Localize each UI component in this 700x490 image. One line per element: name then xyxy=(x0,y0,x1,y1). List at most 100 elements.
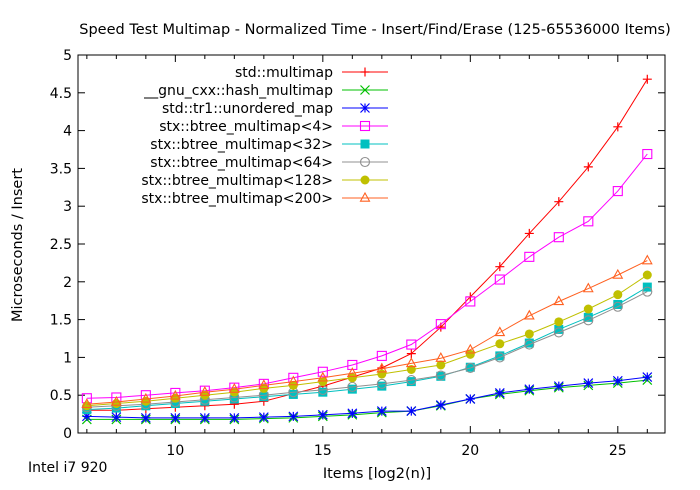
data-point xyxy=(199,412,210,423)
data-point xyxy=(347,384,357,394)
data-point xyxy=(81,411,92,422)
legend-marker xyxy=(360,175,370,185)
data-point xyxy=(347,359,358,371)
legend-marker xyxy=(360,85,370,95)
data-point xyxy=(524,329,534,339)
data-point xyxy=(170,412,181,423)
y-tick-label: 2.5 xyxy=(50,237,72,253)
data-point xyxy=(111,403,121,413)
series-4 xyxy=(82,282,652,415)
data-point xyxy=(554,324,564,334)
series-line xyxy=(86,274,648,407)
legend: std::multimap__gnu_cxx::hash_multimapstd… xyxy=(141,65,388,207)
data-point xyxy=(141,396,151,406)
y-tick-label: 3 xyxy=(63,199,72,215)
data-point xyxy=(317,371,329,382)
x-tick-label: 25 xyxy=(609,443,627,459)
data-point xyxy=(406,375,417,386)
data-point xyxy=(111,412,122,423)
data-point xyxy=(287,375,299,386)
series-2 xyxy=(81,372,653,423)
data-point xyxy=(170,399,180,409)
data-point xyxy=(641,254,653,265)
data-point xyxy=(465,394,476,404)
data-point xyxy=(553,232,564,243)
data-point xyxy=(494,326,506,337)
y-tick-label: 0.5 xyxy=(50,388,72,404)
data-point xyxy=(583,304,593,314)
data-point xyxy=(612,375,623,386)
legend-label: stx::btree_multimap<4> xyxy=(159,119,333,135)
data-point xyxy=(81,398,93,408)
data-point xyxy=(583,315,594,326)
data-point xyxy=(377,369,387,379)
data-point xyxy=(494,388,505,398)
legend-label: std::tr1::unordered_map xyxy=(162,101,333,117)
series-line xyxy=(86,379,648,420)
plot-area: 0 0.5 1 1.5 2 2.5 3 3.5 4 4.5 5 10 15 20 25 xyxy=(50,48,666,459)
data-point xyxy=(347,408,358,419)
data-point xyxy=(642,286,653,297)
data-point xyxy=(495,351,505,361)
data-point xyxy=(642,148,653,160)
footnote: Intel i7 920 xyxy=(28,460,107,476)
data-point xyxy=(523,309,535,320)
data-point xyxy=(170,393,180,403)
x-tick-label: 20 xyxy=(461,443,479,459)
data-point xyxy=(642,270,652,280)
data-point xyxy=(583,162,593,172)
legend-label: __gnu_cxx::hash_multimap xyxy=(143,83,333,99)
data-point xyxy=(435,319,446,330)
series-1 xyxy=(81,375,653,425)
y-tick-label: 2 xyxy=(63,275,72,291)
data-point xyxy=(288,380,298,390)
data-point xyxy=(464,343,476,354)
legend-marker xyxy=(359,191,371,202)
data-point xyxy=(524,228,534,238)
data-point xyxy=(229,394,239,404)
data-point xyxy=(554,317,564,327)
legend-label: stx::btree_multimap<64> xyxy=(150,155,333,171)
data-point xyxy=(583,378,594,389)
data-point xyxy=(465,296,476,307)
series-7 xyxy=(81,254,653,408)
data-point xyxy=(583,216,594,227)
y-tick-label: 0 xyxy=(63,426,72,442)
data-point xyxy=(553,295,565,306)
data-point xyxy=(258,412,269,423)
legend-label: stx::btree_multimap<128> xyxy=(141,173,333,189)
data-point xyxy=(406,364,416,374)
x-tick-label: 10 xyxy=(166,443,184,459)
data-point xyxy=(435,370,446,381)
y-tick-label: 5 xyxy=(63,48,72,64)
data-point xyxy=(346,367,358,377)
data-point xyxy=(140,412,151,423)
data-point xyxy=(169,389,181,400)
data-point xyxy=(141,401,151,411)
data-point xyxy=(524,251,535,262)
data-point xyxy=(200,396,210,406)
data-point xyxy=(228,383,240,393)
data-point xyxy=(376,350,387,361)
data-point xyxy=(553,381,564,392)
data-point xyxy=(259,392,269,402)
legend-marker xyxy=(360,103,370,113)
y-tick-label: 3.5 xyxy=(50,161,72,177)
data-point xyxy=(317,366,328,377)
data-point xyxy=(288,389,298,399)
legend-marker xyxy=(359,120,371,132)
data-point xyxy=(553,327,564,338)
data-point xyxy=(436,360,446,370)
series-6 xyxy=(82,270,652,411)
data-point xyxy=(465,362,475,372)
data-point xyxy=(524,338,534,348)
x-axis-label: Items [log2(n)] xyxy=(323,466,431,482)
data-point xyxy=(229,412,240,423)
data-point xyxy=(376,378,387,389)
data-point xyxy=(406,339,417,350)
legend-label: std::multimap xyxy=(235,65,333,81)
data-point xyxy=(405,357,417,368)
data-point xyxy=(376,362,388,373)
data-point xyxy=(317,409,328,420)
